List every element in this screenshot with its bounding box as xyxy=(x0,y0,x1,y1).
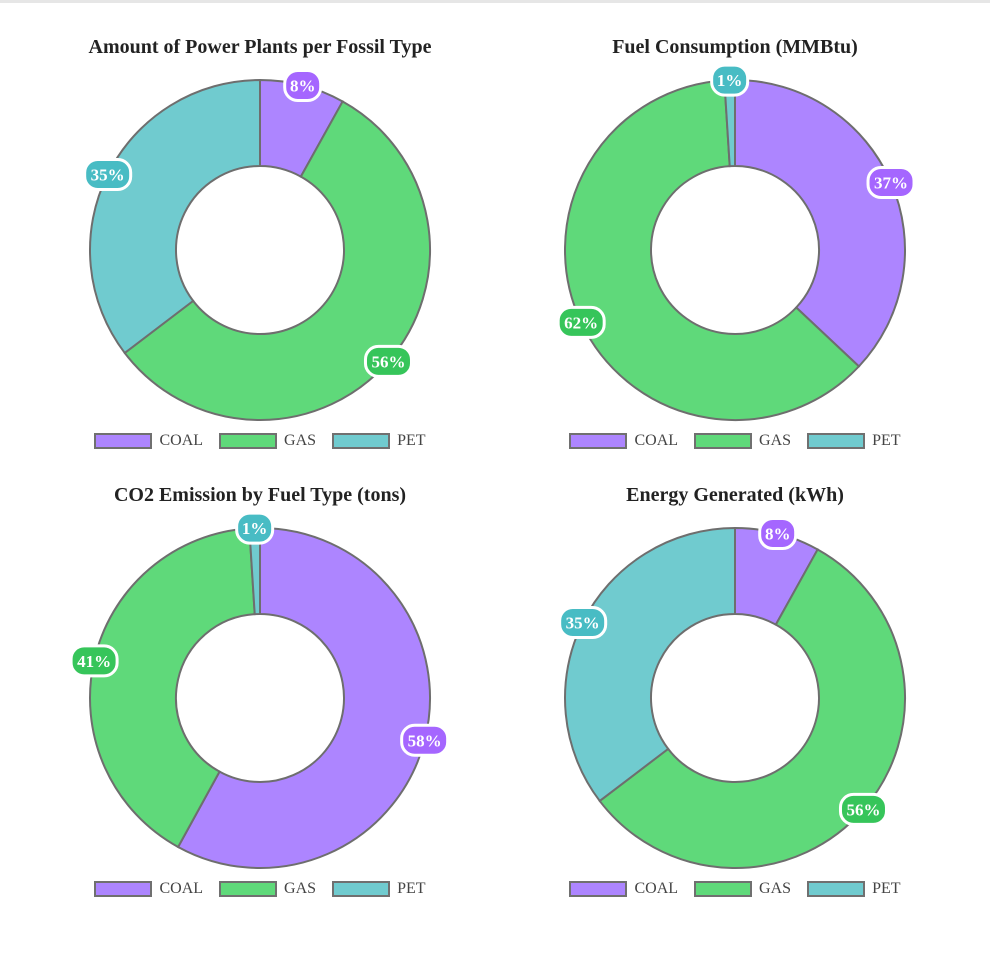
legend-label: GAS xyxy=(284,880,317,897)
legend-item-coal[interactable]: COAL xyxy=(569,880,678,898)
data-label-text: 37% xyxy=(874,173,908,192)
slice-gas[interactable] xyxy=(89,527,256,849)
legend-item-pet[interactable]: PET xyxy=(807,880,901,898)
legend-label: PET xyxy=(397,880,426,897)
data-label-badge xyxy=(710,63,750,97)
chart-title: Energy Generated (kWh) xyxy=(626,484,844,506)
legend-swatch-pet xyxy=(332,881,391,897)
legend-swatch-gas xyxy=(219,433,278,449)
data-label-text: 62% xyxy=(564,313,598,332)
data-label-badge xyxy=(83,158,133,192)
legend-swatch-pet xyxy=(332,433,391,449)
data-label-badge xyxy=(866,165,916,199)
chart-card-co2-emission: 58% 41% 1% CO2 Emission by Fuel Type (tons… xyxy=(30,478,490,918)
data-label-badge xyxy=(400,723,450,757)
legend: COAL GAS PET xyxy=(505,432,965,450)
legend-swatch-gas xyxy=(694,881,753,897)
top-border xyxy=(0,0,990,3)
donut-chart-energy-generated: 8% 56% 35% xyxy=(558,516,906,869)
data-label-text: 1% xyxy=(717,71,743,90)
data-label-text: 35% xyxy=(566,614,600,633)
data-label-badge xyxy=(838,792,888,826)
slice-coal[interactable] xyxy=(176,526,431,869)
legend-label: PET xyxy=(872,432,901,449)
data-label-text: 58% xyxy=(408,731,442,750)
slice-coal[interactable] xyxy=(734,78,906,368)
legend-swatch-coal xyxy=(94,881,153,897)
legend-item-gas[interactable]: GAS xyxy=(694,432,791,450)
legend-swatch-gas xyxy=(694,433,753,449)
legend-label: COAL xyxy=(634,432,679,449)
legend-item-gas[interactable]: GAS xyxy=(219,880,316,898)
chart-card-fuel-consumption: 37% 62% 1% Fuel Consumption (MMBtu) COAL G… xyxy=(505,30,965,470)
data-label-gas: 41% xyxy=(69,644,119,678)
data-label-badge xyxy=(758,516,798,550)
slice-pet[interactable] xyxy=(564,526,736,803)
legend: COAL GAS PET xyxy=(30,432,490,450)
legend-item-gas[interactable]: GAS xyxy=(694,880,791,898)
legend-swatch-coal xyxy=(569,433,628,449)
chart-title: CO2 Emission by Fuel Type (tons) xyxy=(113,484,407,506)
data-label-badge xyxy=(283,68,323,102)
donut-chart-fuel-consumption: 37% 62% 1% xyxy=(556,63,916,421)
data-label-badge xyxy=(235,511,275,545)
data-label-gas: 56% xyxy=(363,344,413,378)
chart-title: Amount of Power Plants per Fossil Type xyxy=(88,36,432,58)
legend-item-coal[interactable]: COAL xyxy=(94,432,203,450)
data-label-coal: 58% xyxy=(400,723,450,757)
data-label-text: 1% xyxy=(242,519,267,538)
data-label-badge xyxy=(363,344,413,378)
data-label-coal: 8% xyxy=(283,68,323,102)
legend-item-coal[interactable]: COAL xyxy=(569,432,678,450)
legend-swatch-coal xyxy=(94,433,153,449)
legend-label: COAL xyxy=(634,880,679,897)
data-label-text: 41% xyxy=(77,652,111,671)
data-label-gas: 62% xyxy=(556,305,606,339)
data-label-badge xyxy=(556,305,606,339)
slice-gas[interactable] xyxy=(564,79,861,421)
legend-item-pet[interactable]: PET xyxy=(332,880,426,898)
data-label-coal: 37% xyxy=(866,165,916,199)
legend-swatch-coal xyxy=(569,881,628,897)
slice-gas[interactable] xyxy=(123,100,431,421)
legend-label: GAS xyxy=(759,880,792,897)
slice-gas[interactable] xyxy=(598,548,906,869)
chart-card-energy-generated: 8% 56% 35% Energy Generated (kWh) COAL GAS… xyxy=(505,478,965,918)
data-label-coal: 8% xyxy=(758,516,798,550)
legend-swatch-pet xyxy=(807,433,866,449)
legend: COAL GAS PET xyxy=(30,880,490,898)
legend-label: PET xyxy=(397,432,426,449)
legend-swatch-gas xyxy=(219,881,278,897)
chart-card-power-plants: 8% 56% 35% Amount of Power Plants per Foss… xyxy=(30,30,490,470)
data-label-pet: 1% xyxy=(235,511,275,545)
data-label-text: 56% xyxy=(371,352,405,371)
legend-item-pet[interactable]: PET xyxy=(807,432,901,450)
donut-chart-power-plants: 8% 56% 35% xyxy=(83,68,431,421)
legend-item-pet[interactable]: PET xyxy=(332,432,426,450)
data-label-text: 8% xyxy=(765,524,791,543)
data-label-pet: 35% xyxy=(83,158,133,192)
legend-item-coal[interactable]: COAL xyxy=(94,880,203,898)
data-label-badge xyxy=(558,606,608,640)
data-label-badge xyxy=(69,644,119,678)
legend: COAL GAS PET xyxy=(505,880,965,898)
data-label-text: 8% xyxy=(290,76,316,95)
data-label-text: 35% xyxy=(91,166,125,185)
data-label-pet: 1% xyxy=(710,63,750,97)
legend-swatch-pet xyxy=(807,881,866,897)
legend-label: PET xyxy=(872,880,901,897)
legend-label: GAS xyxy=(284,432,317,449)
legend-item-gas[interactable]: GAS xyxy=(219,432,316,450)
legend-label: COAL xyxy=(159,432,204,449)
data-label-text: 56% xyxy=(846,800,880,819)
data-label-pet: 35% xyxy=(558,606,608,640)
legend-label: COAL xyxy=(159,880,204,897)
data-label-gas: 56% xyxy=(838,792,888,826)
slice-pet[interactable] xyxy=(89,78,261,355)
donut-chart-co2-emission: 58% 41% 1% xyxy=(69,511,450,869)
chart-title: Fuel Consumption (MMBtu) xyxy=(612,36,858,58)
legend-label: GAS xyxy=(759,432,792,449)
